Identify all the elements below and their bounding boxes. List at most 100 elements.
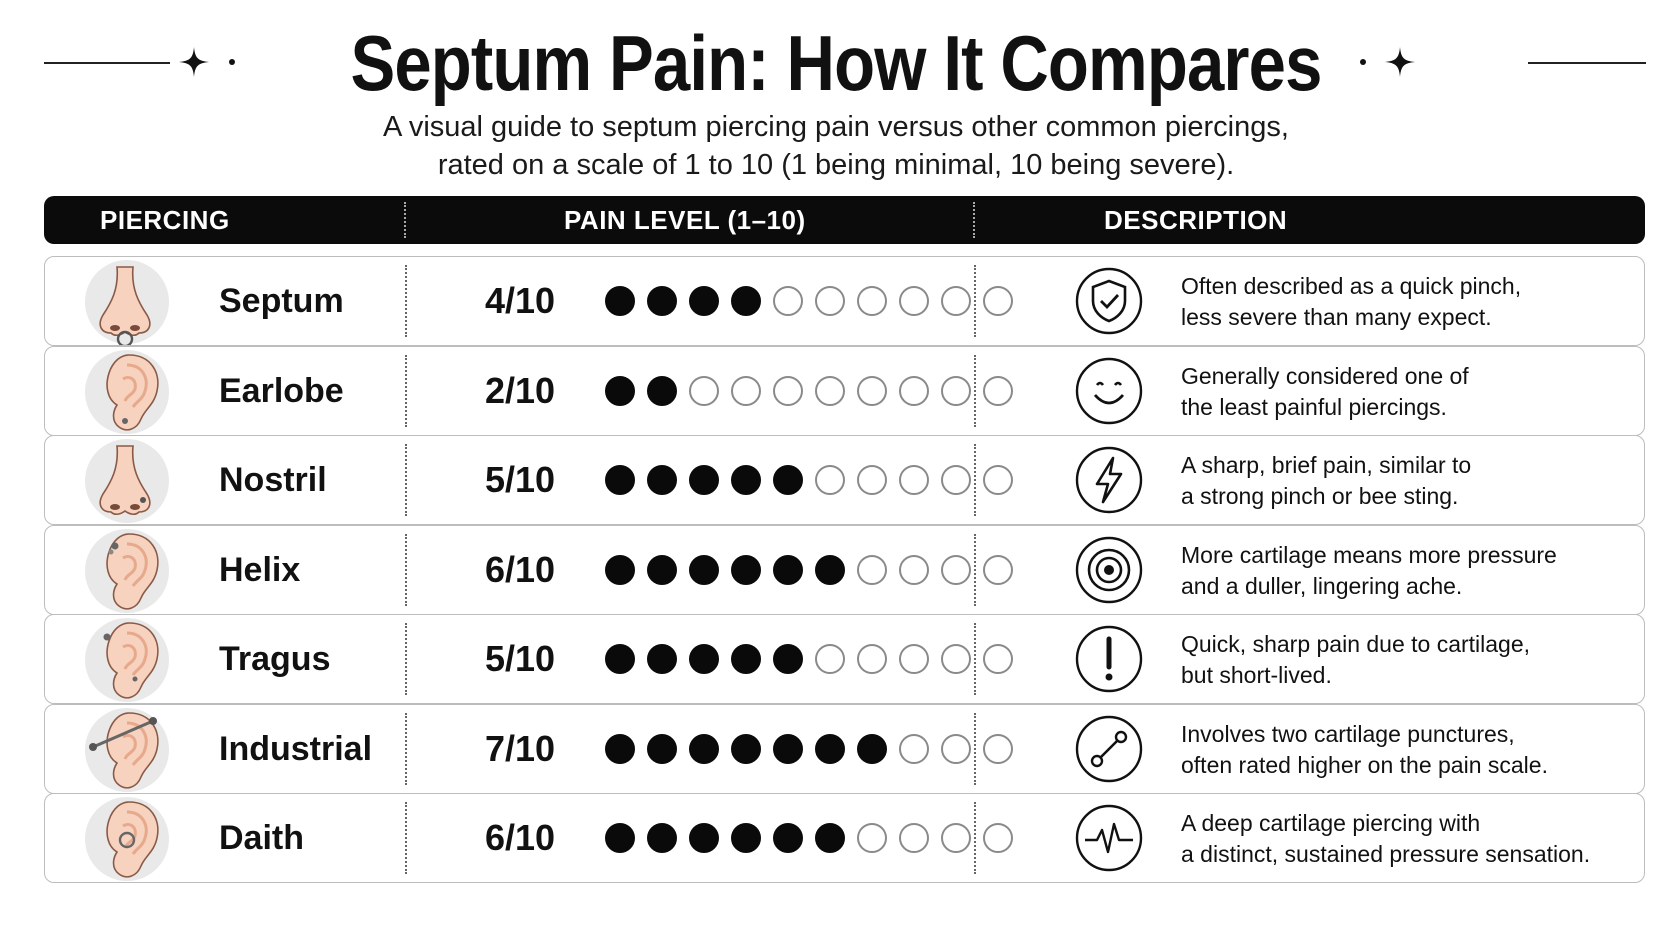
title-rule-left (44, 62, 170, 64)
rating-dot-filled (815, 554, 845, 585)
header-divider (973, 202, 975, 238)
title-area: Septum Pain: How It Compares (0, 18, 1672, 108)
rating-dot-filled (605, 375, 635, 406)
description-line-2: but short-lived. (1181, 662, 1332, 688)
rating-dot-filled (605, 644, 635, 674)
rating-dot-empty (815, 465, 845, 495)
rating-dot-empty (941, 554, 971, 585)
rating-dot-empty (941, 375, 971, 406)
rating-dot-filled (605, 465, 635, 495)
sparkle-icon (1385, 47, 1415, 77)
rating-dot-filled (605, 733, 635, 764)
column-divider (974, 354, 976, 427)
pain-rating-dots (605, 823, 1025, 853)
subtitle-line-2: rated on a scale of 1 to 10 (1 being min… (437, 149, 1235, 181)
rating-dot-filled (773, 465, 803, 495)
description-line-1: A sharp, brief pain, similar to (1181, 452, 1472, 478)
ear-industrial-bar-icon (77, 707, 177, 793)
column-divider (974, 265, 976, 337)
title-rule-right (1528, 62, 1646, 64)
pain-score: 7/10 (485, 727, 556, 769)
rating-dot-filled (689, 465, 719, 495)
pain-rating-dots (605, 733, 1025, 764)
pain-score: 6/10 (485, 548, 556, 590)
exclamation-icon (1075, 625, 1143, 693)
piercing-name: Daith (219, 819, 304, 857)
rating-dot-empty (941, 823, 971, 853)
rating-dot-filled (647, 823, 677, 853)
piercing-name: Nostril (219, 461, 327, 499)
table-row: Earlobe 2/10 Generally considered one of t… (44, 345, 1645, 436)
subtitle-line-1: A visual guide to septum piercing pain v… (383, 111, 1289, 143)
rating-dot-filled (815, 823, 845, 853)
column-divider (405, 802, 407, 874)
piercing-description: Quick, sharp pain due to cartilage, but s… (1181, 629, 1631, 691)
piercing-description: A deep cartilage piercing with a distinct… (1181, 808, 1631, 870)
table-row: Daith 6/10 A deep cartilage piercing with a… (44, 793, 1645, 883)
piercing-description: Involves two cartilage punctures, often r… (1181, 719, 1631, 781)
column-divider (405, 712, 407, 785)
column-divider (405, 623, 407, 695)
rating-dot-empty (857, 465, 887, 495)
column-divider (974, 444, 976, 516)
rating-dot-filled (731, 733, 761, 764)
rating-dot-empty (983, 554, 1013, 585)
rating-dot-empty (941, 644, 971, 674)
sparkle-icon (179, 47, 209, 77)
table-row: Tragus 5/10 Quick, sharp pain due to cart… (44, 614, 1645, 704)
subtitle: A visual guide to septum piercing pain v… (0, 108, 1672, 184)
rating-dot-filled (689, 644, 719, 674)
rating-dot-filled (647, 465, 677, 495)
piercing-name: Tragus (219, 640, 331, 678)
page-title: Septum Pain: How It Compares (350, 19, 1322, 107)
rating-dot-empty (941, 733, 971, 764)
pain-score: 4/10 (485, 280, 556, 321)
target-icon (1075, 536, 1143, 604)
rating-dot-empty (857, 286, 887, 316)
ear-tragus-icon (77, 617, 177, 703)
description-line-1: More cartilage means more pressure (1181, 541, 1557, 568)
rating-dot-filled (857, 733, 887, 764)
piercing-description: A sharp, brief pain, similar to a strong … (1181, 450, 1631, 512)
rating-dot-empty (899, 733, 929, 764)
pain-score: 6/10 (485, 817, 556, 858)
column-divider (405, 444, 407, 516)
column-divider (974, 623, 976, 695)
rating-dot-empty (983, 644, 1013, 674)
description-line-2: a distinct, sustained pressure sensation… (1181, 841, 1591, 867)
table-header: PIERCING PAIN LEVEL (1–10) DESCRIPTION (44, 196, 1645, 244)
rating-dot-empty (899, 823, 929, 853)
rating-dot-filled (731, 286, 761, 316)
rating-dot-empty (983, 286, 1013, 316)
piercing-name: Industrial (219, 729, 373, 768)
connected-points-icon (1075, 715, 1143, 783)
header-pain-level: PAIN LEVEL (1–10) (564, 205, 806, 235)
piercing-name: Helix (219, 550, 301, 589)
column-divider (974, 802, 976, 874)
description-line-1: Generally considered one of (1181, 362, 1469, 389)
shield-check-icon (1075, 267, 1143, 335)
rating-dot-empty (857, 375, 887, 406)
ear-helix-icon (77, 528, 177, 614)
nose-nostril-stud-icon (77, 438, 177, 524)
description-line-1: A deep cartilage piercing with (1181, 810, 1481, 836)
rating-dot-filled (731, 554, 761, 585)
piercing-description: Generally considered one of the least pai… (1181, 361, 1631, 423)
smiley-face-icon (1075, 357, 1143, 425)
description-line-1: Often described as a quick pinch, (1181, 273, 1522, 299)
rating-dot-filled (773, 554, 803, 585)
rating-dot-empty (983, 465, 1013, 495)
rating-dot-filled (647, 286, 677, 316)
description-line-2: often rated higher on the pain scale. (1181, 751, 1548, 778)
table-row: Septum 4/10 Often described as a quick pi… (44, 256, 1645, 348)
table-row: Helix 6/10 More cartilage means more pres… (44, 524, 1645, 615)
nose-septum-ring-icon (77, 259, 177, 348)
rating-dot-filled (731, 644, 761, 674)
rating-dot-filled (647, 644, 677, 674)
dot-decoration (1360, 59, 1366, 65)
rating-dot-filled (647, 375, 677, 406)
header-description: DESCRIPTION (1104, 205, 1288, 235)
rating-dot-filled (647, 733, 677, 764)
pain-score: 5/10 (485, 459, 556, 500)
pain-rating-dots (605, 375, 1025, 406)
